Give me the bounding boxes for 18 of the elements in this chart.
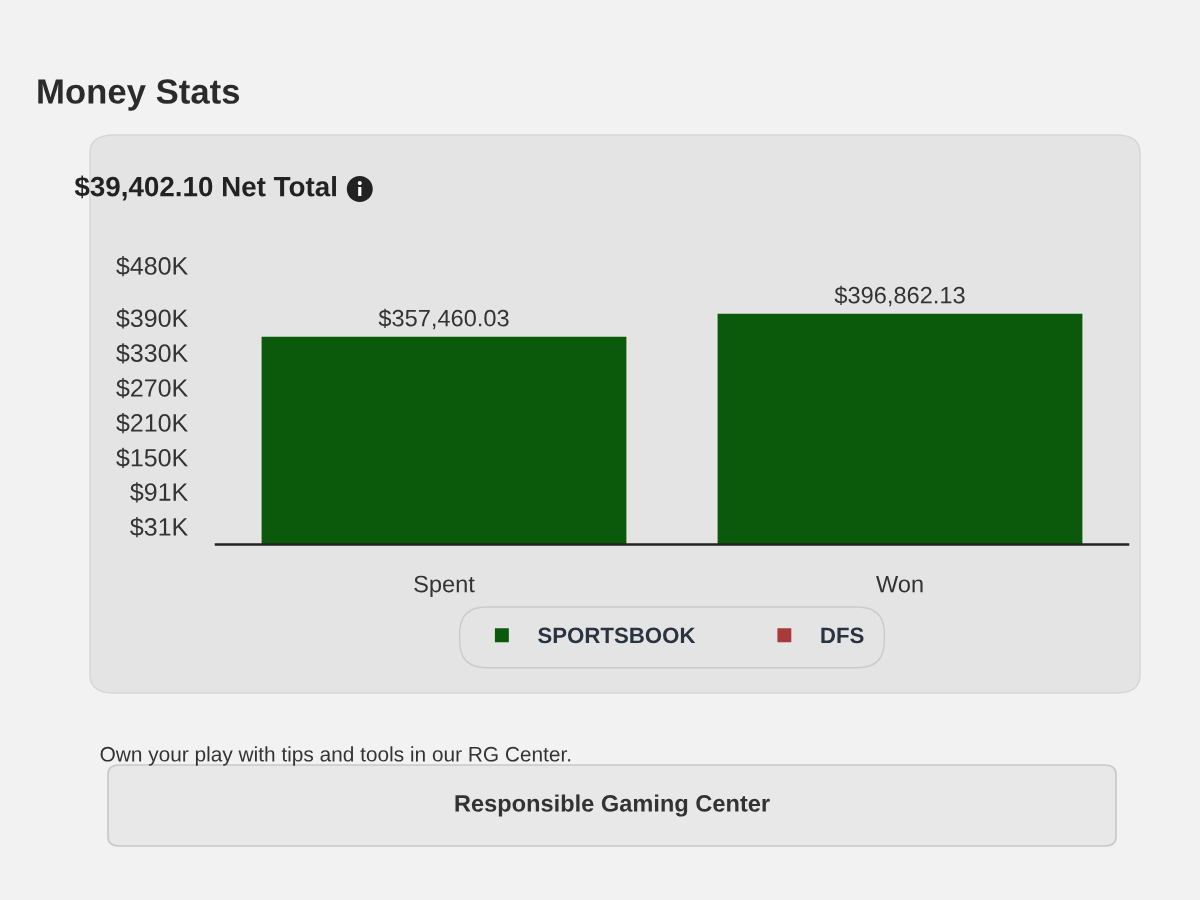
text: Own your play with tips and tools in our RG Center. bbox=[100, 746, 571, 766]
y-tick-label: $270K bbox=[116, 378, 188, 399]
x-tick-label: Spent bbox=[414, 575, 475, 598]
y-tick-label: $480K bbox=[116, 256, 188, 277]
y-tick-label: $91K bbox=[130, 482, 188, 503]
data-label: $396,862.13 bbox=[834, 285, 965, 307]
text: Responsible Gaming Center bbox=[455, 794, 770, 817]
data-label: $357,460.03 bbox=[378, 308, 509, 330]
y-tick-label: $31K bbox=[130, 517, 188, 538]
y-tick-label: $330K bbox=[116, 343, 188, 364]
y-tick-label: $210K bbox=[116, 412, 188, 434]
legend-label: DFS bbox=[821, 627, 864, 644]
chart-subtitle: $39,402.10 Net Total bbox=[74, 175, 336, 201]
legend-label: SPORTSBOOK bbox=[538, 627, 696, 644]
x-tick-label: Won bbox=[876, 575, 923, 593]
y-tick-label: $150K bbox=[116, 447, 188, 469]
y-tick-label: $390K bbox=[116, 308, 188, 329]
chart-title: Money Stats bbox=[38, 79, 240, 111]
